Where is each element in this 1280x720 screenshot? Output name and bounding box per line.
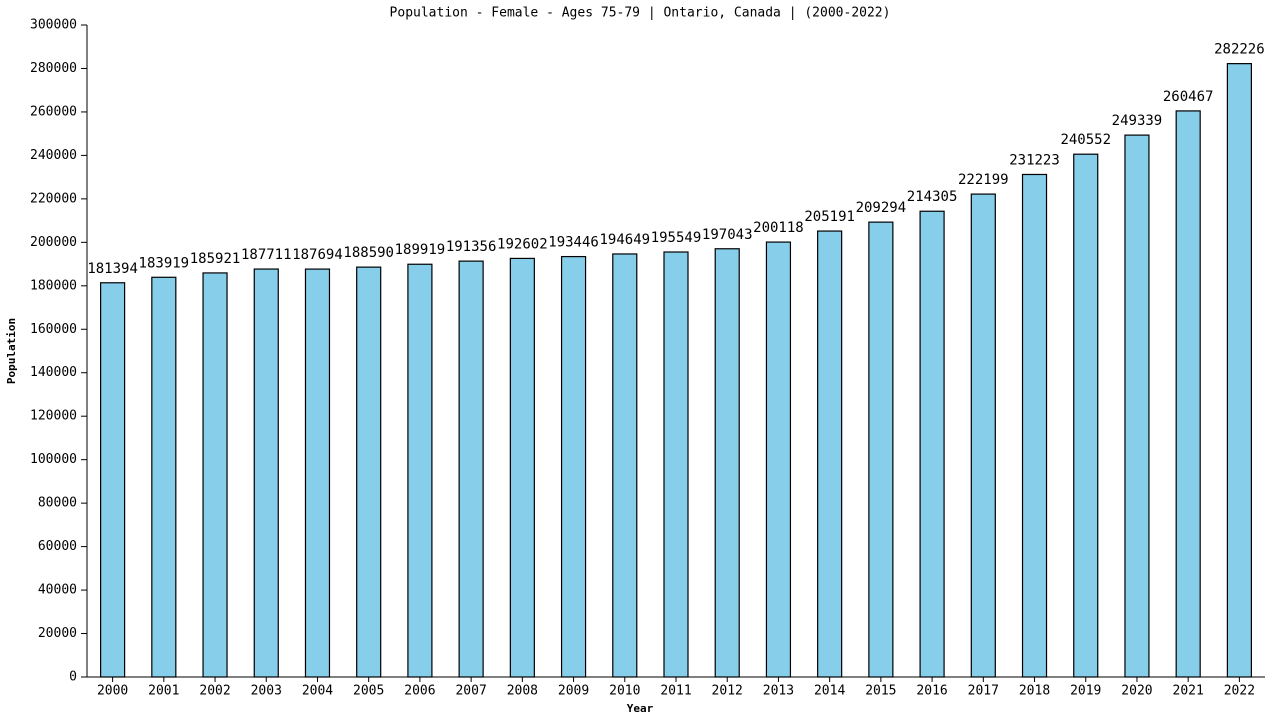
- value-label: 197043: [702, 227, 753, 243]
- x-tick-label: 2004: [302, 684, 333, 699]
- bar: [202, 272, 228, 678]
- x-tick-label: 2022: [1224, 684, 1255, 699]
- x-tick-label: 2014: [814, 684, 845, 699]
- bar: [560, 255, 587, 678]
- value-label: 249339: [1112, 113, 1163, 129]
- x-tick-label: 2009: [558, 684, 589, 699]
- x-tick-label: 2010: [609, 684, 640, 699]
- y-tick-label: 160000: [30, 322, 77, 337]
- bar: [458, 260, 484, 678]
- y-tick-label: 60000: [38, 539, 77, 554]
- x-tick-label: 2003: [251, 684, 282, 699]
- x-tick-label: 2008: [507, 684, 538, 699]
- bar: [714, 248, 740, 678]
- bar: [1021, 173, 1048, 678]
- value-label: 195549: [651, 230, 702, 246]
- bar: [612, 253, 638, 678]
- value-label: 214305: [907, 189, 958, 205]
- value-label: 282226: [1214, 42, 1265, 58]
- bar: [151, 276, 177, 678]
- value-label: 181394: [87, 261, 138, 277]
- bar: [765, 241, 792, 678]
- x-tick-label: 2020: [1121, 684, 1152, 699]
- value-label: 260467: [1163, 89, 1214, 105]
- bar: [1175, 110, 1201, 678]
- chart-title: Population - Female - Ages 75-79 | Ontar…: [390, 6, 891, 21]
- value-label: 188590: [343, 245, 394, 261]
- bar: [100, 282, 126, 678]
- bar: [663, 251, 689, 678]
- bar: [356, 266, 382, 678]
- y-tick-label: 80000: [38, 496, 77, 511]
- y-tick-label: 260000: [30, 104, 77, 119]
- y-tick-label: 280000: [30, 61, 77, 76]
- value-label: 193446: [548, 235, 599, 251]
- y-axis-label: Population: [5, 318, 18, 384]
- x-tick-label: 2001: [148, 684, 179, 699]
- value-label: 231223: [1009, 152, 1060, 168]
- y-tick-label: 20000: [38, 626, 77, 641]
- x-tick-label: 2012: [712, 684, 743, 699]
- x-axis-label: Year: [627, 702, 654, 715]
- bar: [1073, 153, 1099, 678]
- y-tick-label: 0: [69, 670, 77, 685]
- x-tick-label: 2006: [404, 684, 435, 699]
- value-label: 209294: [856, 200, 907, 216]
- x-tick-label: 2017: [968, 684, 999, 699]
- x-tick-label: 2016: [916, 684, 947, 699]
- y-tick-label: 300000: [30, 18, 77, 33]
- x-tick-label: 2019: [1070, 684, 1101, 699]
- y-tick-label: 220000: [30, 191, 77, 206]
- x-tick-label: 2000: [97, 684, 128, 699]
- bar: [868, 221, 894, 678]
- value-label: 183919: [139, 255, 190, 271]
- value-label: 240552: [1060, 132, 1111, 148]
- bar: [1124, 134, 1150, 678]
- x-tick-label: 2002: [199, 684, 230, 699]
- y-tick-label: 240000: [30, 148, 77, 163]
- bar: [817, 230, 843, 678]
- value-label: 187711: [241, 247, 292, 263]
- value-label: 222199: [958, 172, 1009, 188]
- bar: [509, 257, 535, 678]
- x-tick-label: 2011: [660, 684, 691, 699]
- bar: [1226, 63, 1252, 678]
- x-tick-label: 2021: [1173, 684, 1204, 699]
- value-label: 187694: [292, 247, 343, 263]
- value-label: 200118: [753, 220, 804, 236]
- y-tick-label: 200000: [30, 235, 77, 250]
- x-tick-label: 2018: [1019, 684, 1050, 699]
- x-tick-label: 2007: [455, 684, 486, 699]
- bar: [919, 210, 945, 678]
- value-label: 194649: [599, 232, 650, 248]
- y-tick-label: 40000: [38, 583, 77, 598]
- bar: [970, 193, 996, 678]
- x-tick-label: 2005: [353, 684, 384, 699]
- y-tick-label: 140000: [30, 365, 77, 380]
- bar: [253, 268, 279, 678]
- y-tick-label: 100000: [30, 452, 77, 467]
- y-tick-label: 120000: [30, 409, 77, 424]
- y-tick-label: 180000: [30, 278, 77, 293]
- value-label: 205191: [804, 209, 855, 225]
- value-label: 191356: [446, 239, 497, 255]
- value-label: 185921: [190, 251, 241, 267]
- x-tick-label: 2013: [763, 684, 794, 699]
- x-tick-label: 2015: [865, 684, 896, 699]
- value-label: 192602: [497, 236, 548, 252]
- bar: [407, 263, 433, 678]
- bar: [304, 268, 331, 678]
- value-label: 189919: [395, 242, 446, 258]
